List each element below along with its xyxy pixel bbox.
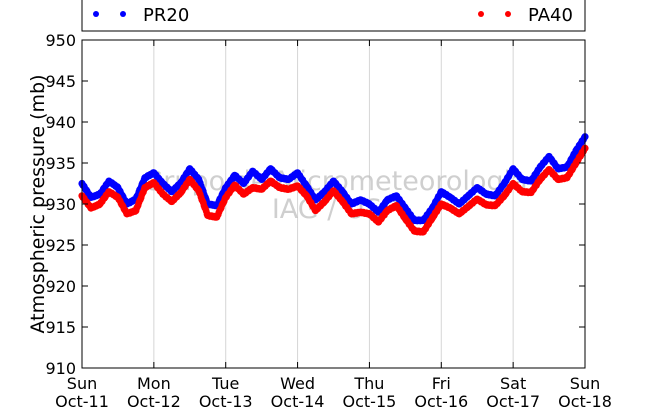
y-tick-label: 950 xyxy=(45,31,76,50)
x-tick-date: Oct-12 xyxy=(127,392,181,409)
x-tick-date: Oct-16 xyxy=(414,392,468,409)
y-tick-label: 930 xyxy=(45,195,76,214)
y-tick-label: 935 xyxy=(45,154,76,173)
y-tick-label: 945 xyxy=(45,72,76,91)
x-tick-day: Sun xyxy=(67,374,97,393)
x-tick-date: Oct-17 xyxy=(486,392,540,409)
x-tick-day: Sat xyxy=(500,374,526,393)
series-pr20 xyxy=(78,133,589,225)
x-tick-date: Oct-14 xyxy=(271,392,325,409)
legend-marker-pr20 xyxy=(93,11,99,17)
x-tick-day: Wed xyxy=(280,374,315,393)
y-axis-label: Atmospheric pressure (mb) xyxy=(27,74,49,333)
series-pa40 xyxy=(78,144,589,236)
y-tick-label: 920 xyxy=(45,277,76,296)
x-tick-day: Fri xyxy=(432,374,451,393)
x-tick-date: Oct-15 xyxy=(343,392,397,409)
x-axis: SunOct-11MonOct-12TueOct-13WedOct-14ThuO… xyxy=(55,40,612,409)
x-tick-date: Oct-11 xyxy=(55,392,109,409)
x-tick-date: Oct-18 xyxy=(558,392,612,409)
x-tick-day: Sun xyxy=(570,374,600,393)
x-tick-date: Oct-13 xyxy=(199,392,253,409)
data-series xyxy=(78,133,589,236)
legend-box: PR20 PA40 xyxy=(81,0,586,32)
y-tick-label: 910 xyxy=(45,359,76,378)
legend-marker-pa40 xyxy=(505,11,511,17)
y-tick-label: 915 xyxy=(45,318,76,337)
x-tick-day: Thu xyxy=(353,374,384,393)
legend-label-pa40: PA40 xyxy=(528,5,573,26)
legend-label-pr20: PR20 xyxy=(143,5,189,26)
x-tick-day: Tue xyxy=(211,374,239,393)
legend-marker-pa40 xyxy=(478,11,484,17)
y-tick-label: 940 xyxy=(45,113,76,132)
y-tick-label: 925 xyxy=(45,236,76,255)
x-tick-day: Mon xyxy=(137,374,171,393)
y-axis: 910 915 920 925 930 935 940 945 950 xyxy=(45,31,585,378)
legend-marker-pr20 xyxy=(120,11,126,17)
